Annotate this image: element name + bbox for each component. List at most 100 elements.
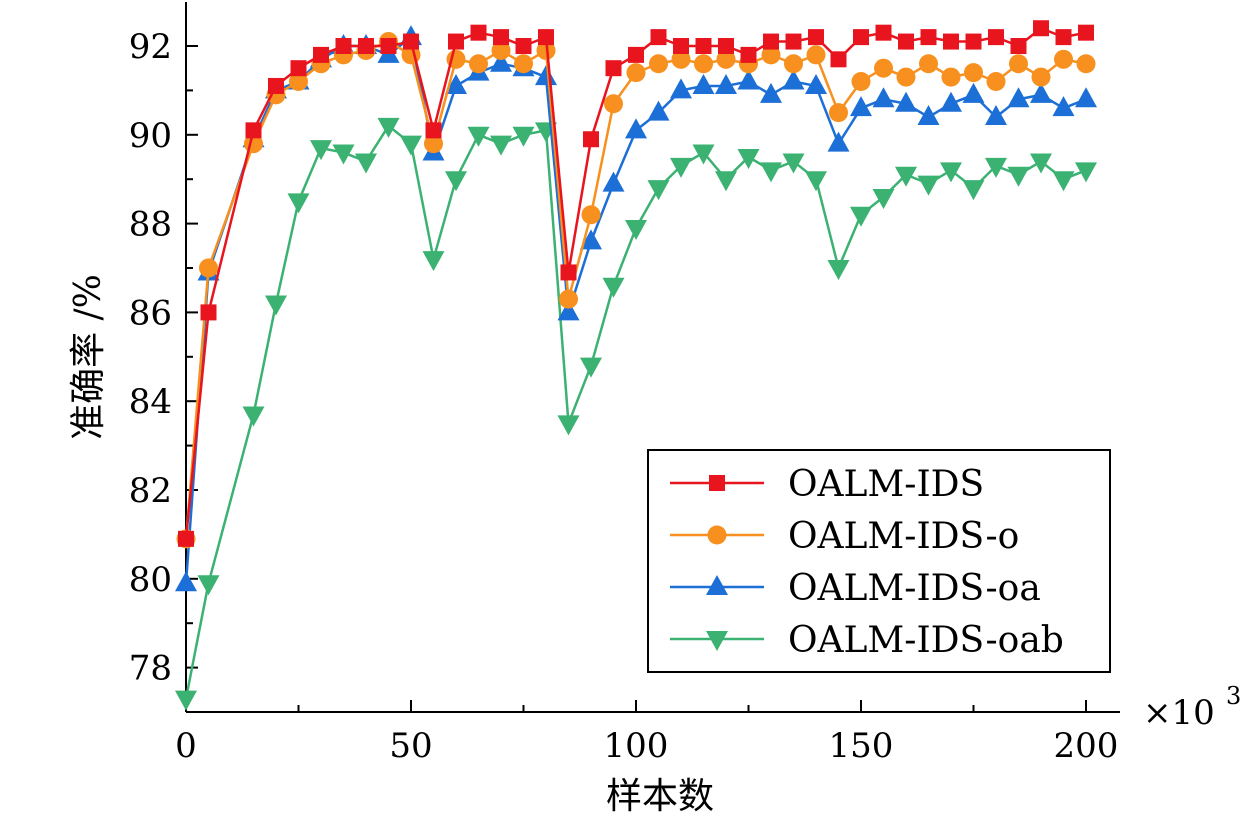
data-point [874, 58, 893, 78]
x-tick-label: 100 [604, 726, 669, 766]
data-point [490, 135, 512, 156]
data-point [512, 126, 535, 147]
data-point [424, 134, 443, 154]
data-point [1007, 87, 1030, 108]
x-multiplier-label: ×10 [1143, 693, 1215, 733]
data-point [445, 171, 467, 192]
data-point [988, 29, 1004, 46]
data-point [197, 575, 220, 596]
data-point [448, 33, 464, 50]
data-point [1055, 29, 1072, 46]
data-point [493, 29, 509, 46]
data-point [917, 175, 940, 196]
data-point [602, 171, 625, 192]
data-point [358, 38, 374, 54]
data-point [175, 690, 197, 711]
series-oalm-ids-oab [175, 117, 1097, 711]
data-point [335, 38, 352, 54]
legend-marker [707, 525, 727, 545]
data-point [986, 72, 1006, 92]
data-point [760, 162, 782, 183]
tick-labels: 0 50 100 150 200 78 80 82 84 86 88 90 92 [129, 27, 1119, 766]
data-point [718, 38, 734, 54]
x-axis-title: 样本数 [606, 776, 714, 817]
data-point [853, 29, 869, 46]
data-point [1007, 166, 1030, 187]
data-point [1030, 82, 1052, 103]
legend-entry: OALM-IDS-o [670, 516, 1019, 557]
data-point [647, 100, 670, 121]
data-point [785, 33, 802, 50]
legend-label: OALM-IDS-oab [788, 620, 1064, 661]
data-point [242, 406, 265, 427]
data-point [806, 45, 826, 65]
series-layer [175, 20, 1097, 711]
series-line [184, 40, 1087, 539]
data-point [784, 54, 803, 74]
data-point [716, 49, 736, 69]
data-point [313, 46, 329, 63]
data-point [290, 60, 307, 77]
data-point [919, 54, 938, 74]
data-point [650, 29, 667, 46]
data-point [245, 122, 262, 139]
legend-label: OALM-IDS-oa [788, 568, 1041, 609]
data-point [514, 54, 533, 74]
data-point [965, 33, 982, 50]
x-tick-label: 150 [829, 726, 894, 766]
data-point [850, 206, 872, 227]
data-point [355, 153, 377, 174]
data-point [827, 131, 850, 152]
data-point [628, 46, 644, 63]
data-point [1031, 67, 1051, 87]
data-point [289, 72, 308, 92]
y-tick-label: 90 [129, 116, 172, 156]
data-point [470, 24, 487, 41]
data-point [761, 45, 781, 65]
data-point [692, 73, 715, 94]
data-point [692, 144, 715, 165]
data-point [964, 63, 983, 83]
data-point [625, 220, 647, 241]
data-point [538, 29, 554, 46]
data-point [377, 117, 400, 138]
data-point [467, 126, 490, 147]
data-point [175, 571, 197, 592]
data-point [898, 33, 914, 50]
data-point [557, 300, 580, 321]
data-point [670, 157, 692, 178]
legend: OALM-IDS OALM-IDS-o OALM-IDS-oa OALM-IDS-oa… [647, 449, 1111, 673]
data-point [1030, 153, 1052, 174]
data-point [649, 54, 668, 74]
data-point [715, 171, 737, 192]
series-line [184, 26, 1087, 539]
data-point [469, 54, 488, 74]
data-point [1075, 87, 1097, 108]
series-oalm-ids [178, 20, 1094, 547]
data-point [985, 105, 1007, 126]
legend-entry: OALM-IDS [670, 464, 984, 505]
data-point [200, 304, 217, 321]
data-point [830, 51, 847, 68]
y-tick-label: 88 [129, 205, 172, 245]
data-point [740, 46, 757, 63]
data-point [920, 29, 937, 46]
data-point [557, 415, 580, 436]
data-point [671, 49, 691, 69]
data-point [962, 180, 985, 201]
data-point [647, 180, 670, 201]
series-oalm-ids-oa [175, 25, 1097, 592]
data-point [535, 65, 557, 86]
data-point [1009, 54, 1028, 74]
data-point [895, 166, 917, 187]
data-point [715, 73, 737, 94]
data-point [943, 33, 959, 50]
data-point [1075, 162, 1097, 183]
data-point [872, 188, 895, 209]
data-point [940, 162, 962, 183]
data-point [805, 171, 827, 192]
x-multiplier: ×10 3 [1143, 682, 1241, 733]
data-point [445, 73, 467, 94]
legend-entry: OALM-IDS-oab [670, 620, 1064, 661]
